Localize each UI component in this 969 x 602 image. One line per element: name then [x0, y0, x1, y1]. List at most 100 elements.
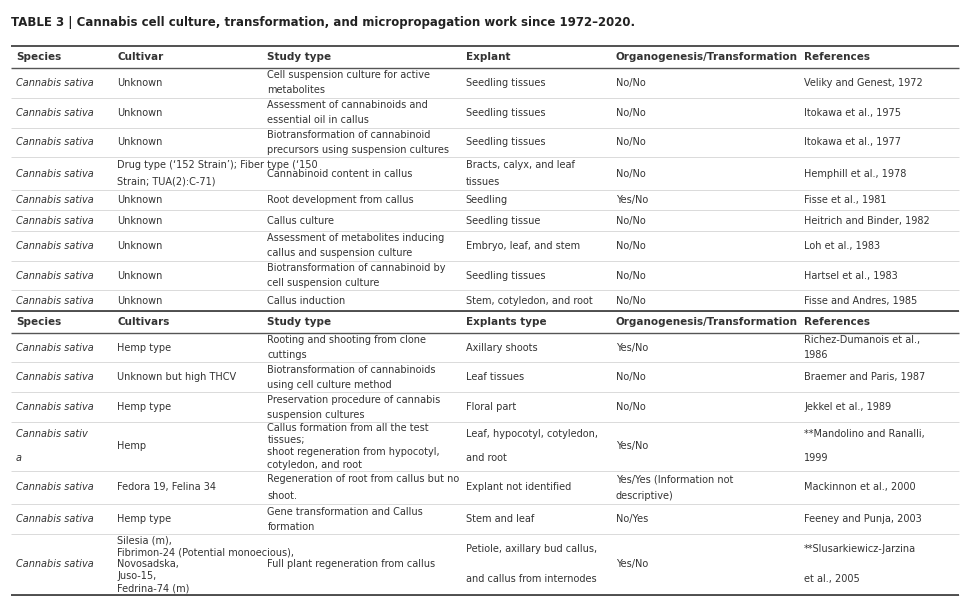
Text: Explant not identified: Explant not identified: [465, 482, 571, 492]
Text: No/No: No/No: [615, 216, 644, 226]
Text: cotyledon, and root: cotyledon, and root: [267, 459, 362, 470]
Text: et al., 2005: et al., 2005: [803, 574, 860, 585]
Text: Study type: Study type: [267, 52, 331, 62]
Text: Hemp: Hemp: [117, 441, 146, 452]
Text: Yes/No: Yes/No: [615, 441, 647, 452]
Text: Heitrich and Binder, 1982: Heitrich and Binder, 1982: [803, 216, 929, 226]
Text: Yes/Yes (Information not: Yes/Yes (Information not: [615, 474, 733, 484]
Text: Biotransformation of cannabinoid by: Biotransformation of cannabinoid by: [267, 263, 446, 273]
Text: Organogenesis/Transformation: Organogenesis/Transformation: [615, 317, 797, 327]
Text: metabolites: metabolites: [267, 85, 325, 95]
Text: Itokawa et al., 1977: Itokawa et al., 1977: [803, 137, 900, 147]
Text: Callus induction: Callus induction: [267, 296, 345, 306]
Text: Leaf tissues: Leaf tissues: [465, 372, 523, 382]
Text: Full plant regeneration from callus: Full plant regeneration from callus: [267, 559, 435, 569]
Text: Assessment of metabolites inducing: Assessment of metabolites inducing: [267, 234, 444, 243]
Text: Stem, cotyledon, and root: Stem, cotyledon, and root: [465, 296, 592, 306]
Text: Unknown but high THCV: Unknown but high THCV: [117, 372, 236, 382]
Text: Unknown: Unknown: [117, 195, 163, 205]
Text: Cannabis sativa: Cannabis sativa: [16, 108, 94, 117]
Text: **Mandolino and Ranalli,: **Mandolino and Ranalli,: [803, 429, 924, 439]
Text: No/No: No/No: [615, 241, 644, 251]
Text: Fibrimon-24 (Potential monoecious),: Fibrimon-24 (Potential monoecious),: [117, 547, 295, 557]
Text: Cannabis sativa: Cannabis sativa: [16, 195, 94, 205]
Text: Species: Species: [16, 317, 61, 327]
Text: Braemer and Paris, 1987: Braemer and Paris, 1987: [803, 372, 924, 382]
Text: No/No: No/No: [615, 78, 644, 88]
Text: Cannabis sativa: Cannabis sativa: [16, 78, 94, 88]
Text: Bracts, calyx, and leaf: Bracts, calyx, and leaf: [465, 160, 574, 170]
Text: descriptive): descriptive): [615, 491, 672, 501]
Text: No/No: No/No: [615, 169, 644, 179]
Text: Explant: Explant: [465, 52, 510, 62]
Text: Hartsel et al., 1983: Hartsel et al., 1983: [803, 270, 897, 281]
Text: shoot regeneration from hypocotyl,: shoot regeneration from hypocotyl,: [267, 447, 440, 458]
Text: Cell suspension culture for active: Cell suspension culture for active: [267, 70, 430, 81]
Text: formation: formation: [267, 521, 314, 532]
Text: callus and suspension culture: callus and suspension culture: [267, 248, 412, 258]
Text: No/No: No/No: [615, 108, 644, 117]
Text: No/No: No/No: [615, 296, 644, 306]
Text: Study type: Study type: [267, 317, 331, 327]
Text: Hemp type: Hemp type: [117, 343, 172, 353]
Text: shoot.: shoot.: [267, 491, 297, 501]
Text: Novosadska,: Novosadska,: [117, 559, 179, 569]
Text: Cultivars: Cultivars: [117, 317, 170, 327]
Text: Cannabis sativa: Cannabis sativa: [16, 241, 94, 251]
Text: Cannabis sativa: Cannabis sativa: [16, 514, 94, 524]
Text: Organogenesis/Transformation: Organogenesis/Transformation: [615, 52, 797, 62]
Text: Fisse et al., 1981: Fisse et al., 1981: [803, 195, 886, 205]
Text: Biotransformation of cannabinoids: Biotransformation of cannabinoids: [267, 365, 435, 375]
Text: Jekkel et al., 1989: Jekkel et al., 1989: [803, 402, 891, 412]
Text: No/Yes: No/Yes: [615, 514, 647, 524]
Text: Fedora 19, Felina 34: Fedora 19, Felina 34: [117, 482, 216, 492]
Text: Embryo, leaf, and stem: Embryo, leaf, and stem: [465, 241, 579, 251]
Text: Silesia (m),: Silesia (m),: [117, 535, 172, 545]
Text: Unknown: Unknown: [117, 78, 163, 88]
Text: Seedling tissues: Seedling tissues: [465, 270, 545, 281]
Text: using cell culture method: using cell culture method: [267, 380, 391, 389]
Text: References: References: [803, 317, 869, 327]
Text: Hemphill et al., 1978: Hemphill et al., 1978: [803, 169, 906, 179]
Text: Callus formation from all the test: Callus formation from all the test: [267, 423, 428, 433]
Text: Regeneration of root from callus but no: Regeneration of root from callus but no: [267, 474, 459, 484]
Text: Cannabis sativa: Cannabis sativa: [16, 559, 94, 569]
Text: Strain; TUA(2):C-71): Strain; TUA(2):C-71): [117, 176, 216, 187]
Text: Feeney and Punja, 2003: Feeney and Punja, 2003: [803, 514, 921, 524]
Text: Cannabis sativa: Cannabis sativa: [16, 296, 94, 306]
Text: 1986: 1986: [803, 350, 828, 360]
Text: Mackinnon et al., 2000: Mackinnon et al., 2000: [803, 482, 915, 492]
Text: Floral part: Floral part: [465, 402, 516, 412]
Text: **Slusarkiewicz-Jarzina: **Slusarkiewicz-Jarzina: [803, 544, 916, 554]
Text: Seedling: Seedling: [465, 195, 507, 205]
Text: Unknown: Unknown: [117, 296, 163, 306]
Text: References: References: [803, 52, 869, 62]
Text: Seedling tissue: Seedling tissue: [465, 216, 540, 226]
Text: Fisse and Andres, 1985: Fisse and Andres, 1985: [803, 296, 917, 306]
Text: No/No: No/No: [615, 137, 644, 147]
Text: Root development from callus: Root development from callus: [267, 195, 414, 205]
Text: Petiole, axillary bud callus,: Petiole, axillary bud callus,: [465, 544, 596, 554]
Text: Itokawa et al., 1975: Itokawa et al., 1975: [803, 108, 900, 117]
Text: Cannabis sativ: Cannabis sativ: [16, 429, 87, 439]
Text: Cannabis sativa: Cannabis sativa: [16, 216, 94, 226]
Text: Hemp type: Hemp type: [117, 402, 172, 412]
Text: Unknown: Unknown: [117, 241, 163, 251]
Text: No/No: No/No: [615, 402, 644, 412]
Text: Preservation procedure of cannabis: Preservation procedure of cannabis: [267, 395, 440, 405]
Text: No/No: No/No: [615, 270, 644, 281]
Text: and root: and root: [465, 453, 506, 464]
Text: essential oil in callus: essential oil in callus: [267, 115, 369, 125]
Text: Juso-15,: Juso-15,: [117, 571, 157, 582]
Text: Axillary shoots: Axillary shoots: [465, 343, 537, 353]
Text: Unknown: Unknown: [117, 137, 163, 147]
Text: Yes/No: Yes/No: [615, 343, 647, 353]
Text: Cannabis sativa: Cannabis sativa: [16, 343, 94, 353]
Text: Yes/No: Yes/No: [615, 195, 647, 205]
Text: Species: Species: [16, 52, 61, 62]
Text: Seedling tissues: Seedling tissues: [465, 137, 545, 147]
Text: Drug type (‘152 Strain’); Fiber type (‘150: Drug type (‘152 Strain’); Fiber type (‘1…: [117, 160, 318, 170]
Text: cuttings: cuttings: [267, 350, 306, 360]
Text: tissues: tissues: [465, 176, 499, 187]
Text: and callus from internodes: and callus from internodes: [465, 574, 596, 585]
